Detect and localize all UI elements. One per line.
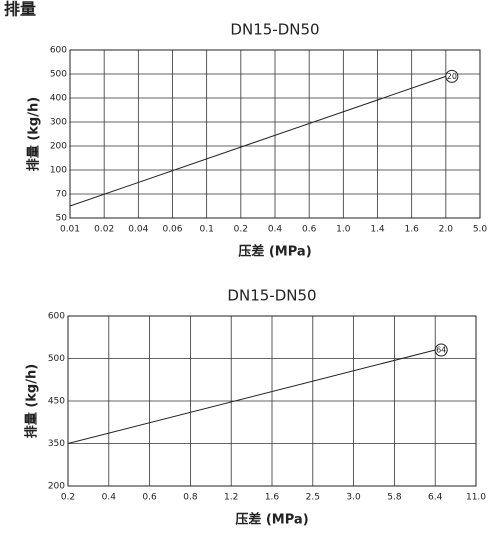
x-tick-label: 0.6 xyxy=(302,225,317,235)
x-axis-label: 压差 (MPa) xyxy=(238,244,311,260)
y-tick-label: 600 xyxy=(48,312,65,322)
page-title: 排量 xyxy=(4,0,36,19)
y-axis-label: 排量 (kg/h) xyxy=(26,97,42,171)
plot-frame xyxy=(69,49,481,219)
series-label: 64 xyxy=(436,346,446,355)
y-tick-label: 400 xyxy=(50,94,67,104)
x-tick-label: 2.5 xyxy=(306,493,320,503)
x-tick-label: 5.8 xyxy=(387,493,402,503)
series-label: 20 xyxy=(447,72,457,81)
y-tick-label: 70 xyxy=(56,190,68,200)
chart-title: DN15-DN50 xyxy=(227,287,316,305)
y-tick-label: 600 xyxy=(50,46,67,56)
y-tick-label: 450 xyxy=(48,397,65,407)
x-tick-label: 1.6 xyxy=(405,225,420,235)
x-tick-label: 3.0 xyxy=(346,493,361,503)
x-tick-label: 0.2 xyxy=(234,225,248,235)
x-tick-label: 0.02 xyxy=(94,225,114,235)
x-tick-label: 0.4 xyxy=(268,225,283,235)
y-tick-label: 200 xyxy=(48,482,65,492)
x-tick-label: 6.4 xyxy=(428,493,443,503)
y-axis-label: 排量 (kg/h) xyxy=(24,364,40,438)
series-badge xyxy=(445,69,459,83)
x-tick-label: 11.0 xyxy=(466,493,486,503)
x-axis-label: 压差 (MPa) xyxy=(235,512,308,528)
y-tick-label: 500 xyxy=(50,70,67,80)
x-tick-label: 0.01 xyxy=(60,225,80,235)
x-tick-label: 0.06 xyxy=(162,225,182,235)
y-tick-label: 350 xyxy=(48,439,65,449)
x-tick-label: 1.2 xyxy=(224,493,238,503)
x-tick-label: 0.8 xyxy=(183,493,198,503)
plot-frame xyxy=(67,315,477,487)
data-line xyxy=(69,75,446,207)
chart-title: DN15-DN50 xyxy=(230,21,319,39)
series-badge xyxy=(434,343,448,357)
x-tick-label: 0.4 xyxy=(102,493,117,503)
y-tick-label: 50 xyxy=(56,214,68,224)
x-tick-label: 0.1 xyxy=(200,225,214,235)
x-tick-label: 2.0 xyxy=(439,225,454,235)
y-tick-label: 300 xyxy=(50,118,67,128)
x-tick-label: 0.2 xyxy=(61,493,75,503)
y-tick-label: 500 xyxy=(48,354,65,364)
y-tick-label: 100 xyxy=(50,166,67,176)
x-tick-label: 1.0 xyxy=(336,225,351,235)
x-tick-label: 0.04 xyxy=(128,225,148,235)
y-tick-label: 200 xyxy=(50,142,67,152)
x-tick-label: 1.6 xyxy=(265,493,280,503)
x-tick-label: 5.0 xyxy=(473,225,488,235)
x-tick-label: 0.6 xyxy=(142,493,157,503)
data-line xyxy=(67,349,436,444)
x-tick-label: 1.4 xyxy=(370,225,385,235)
